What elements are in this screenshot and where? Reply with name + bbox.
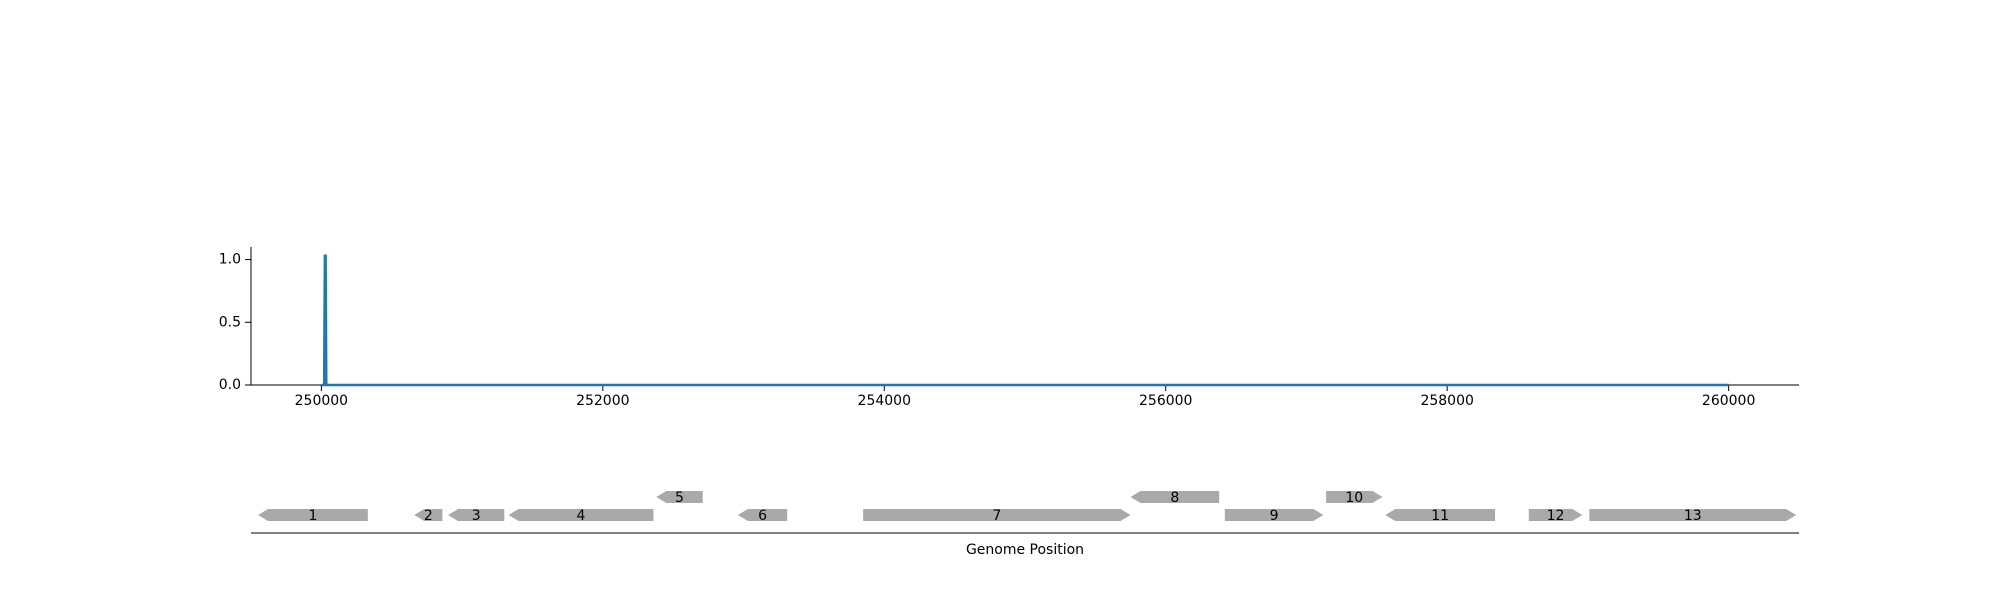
gene-arrow [1528, 509, 1583, 521]
gene-arrow [508, 509, 654, 521]
x-tick-label: 254000 [858, 393, 911, 409]
gene-arrow [1224, 509, 1324, 521]
x-tick-label: 258000 [1420, 393, 1473, 409]
x-tick-label: 250000 [295, 393, 348, 409]
gene-label: 5 [675, 490, 684, 506]
gene-label: 2 [424, 508, 433, 524]
x-tick-label: 256000 [1139, 393, 1192, 409]
gene-label: 12 [1547, 508, 1565, 524]
gene-arrow [863, 509, 1131, 521]
x-tick-label: 260000 [1702, 393, 1755, 409]
gene-label: 4 [577, 508, 586, 524]
gene-arrow [737, 509, 788, 521]
gene-label: 11 [1431, 508, 1449, 524]
gene-arrow [1326, 491, 1383, 503]
gene-arrow [258, 509, 368, 521]
y-tick-label: 1.0 [219, 252, 241, 268]
gene-label: 8 [1170, 490, 1179, 506]
gene-arrow [1385, 509, 1496, 521]
x-axis-ticks: 250000 252000 254000 256000 258000 260000 [295, 385, 1755, 409]
genome-axis-title: Genome Position [966, 542, 1084, 558]
gene-label: 10 [1345, 490, 1363, 506]
gene-label: 3 [472, 508, 481, 524]
gene-arrow [1589, 509, 1797, 521]
coverage-line [321, 254, 1729, 387]
coverage-plot: 0.0 0.5 1.0 250000 252000 254000 256000 258000… [219, 247, 1799, 409]
y-axis-ticks: 0.0 0.5 1.0 [219, 252, 251, 393]
gene-label: 6 [758, 508, 767, 524]
gene-arrow [414, 509, 443, 521]
coverage-series [321, 254, 1729, 387]
y-tick-label: 0.0 [219, 377, 241, 393]
gene-arrow [448, 509, 505, 521]
x-tick-label: 252000 [576, 393, 629, 409]
gene-arrow [1130, 491, 1220, 503]
gene-arrow [656, 491, 703, 503]
gene-label: 1 [308, 508, 317, 524]
y-tick-label: 0.5 [219, 314, 241, 330]
gene-label: 13 [1684, 508, 1702, 524]
gene-label: 7 [992, 508, 1001, 524]
gene-label: 9 [1270, 508, 1279, 524]
